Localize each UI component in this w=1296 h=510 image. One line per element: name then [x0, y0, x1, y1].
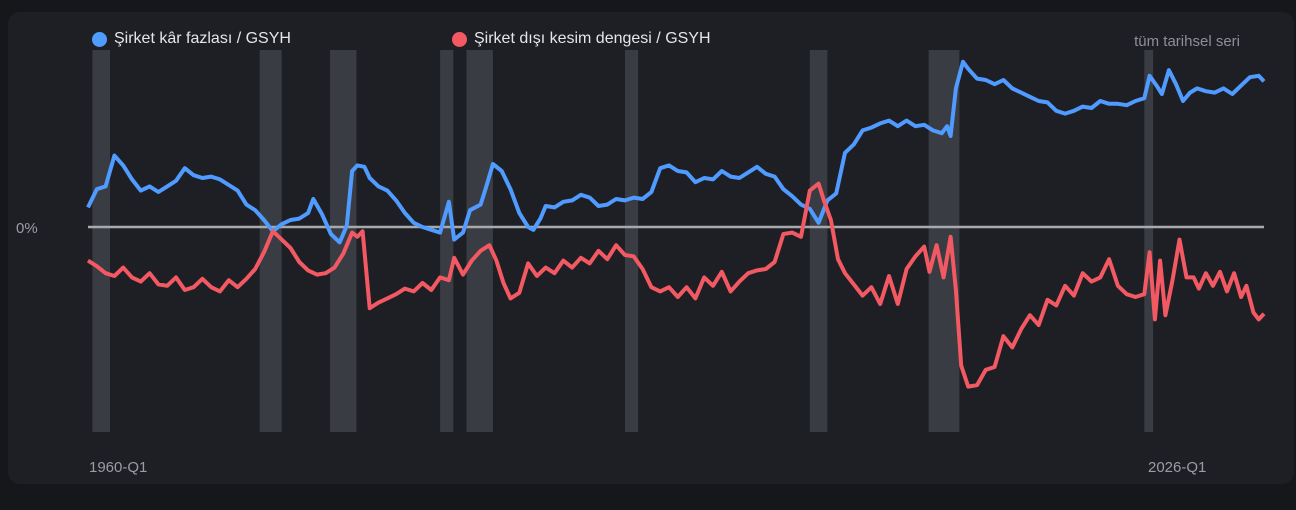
recession-bands: [92, 50, 1154, 432]
chart-card: [8, 12, 1294, 484]
x-tick-first: 1960-Q1: [89, 459, 147, 476]
red-dot-icon: [452, 31, 467, 47]
legend-item-profit-surplus[interactable]: Şirket kâr fazlası / GSYH: [92, 30, 291, 48]
recession-band: [466, 50, 493, 432]
recession-band: [1144, 50, 1154, 432]
recession-band: [92, 50, 111, 432]
series-line-non-corporate-balance: [86, 181, 1266, 389]
legend-label-profit-surplus: Şirket kâr fazlası / GSYH: [114, 30, 291, 47]
recession-band: [440, 50, 454, 432]
recession-band: [809, 50, 828, 432]
x-tick-last: 2026-Q1: [1148, 459, 1206, 476]
blue-dot-icon: [92, 31, 107, 47]
y-tick-zero: 0%: [16, 220, 38, 237]
legend-label-non-corporate-balance: Şirket dışı kesim dengesi / GSYH: [474, 30, 711, 47]
recession-band: [330, 50, 357, 432]
recession-band: [624, 50, 639, 432]
legend-item-non-corporate-balance[interactable]: Şirket dışı kesim dengesi / GSYH: [452, 30, 711, 48]
series-line-profit-surplus: [86, 59, 1266, 245]
range-note[interactable]: tüm tarihsel seri: [1134, 33, 1240, 50]
